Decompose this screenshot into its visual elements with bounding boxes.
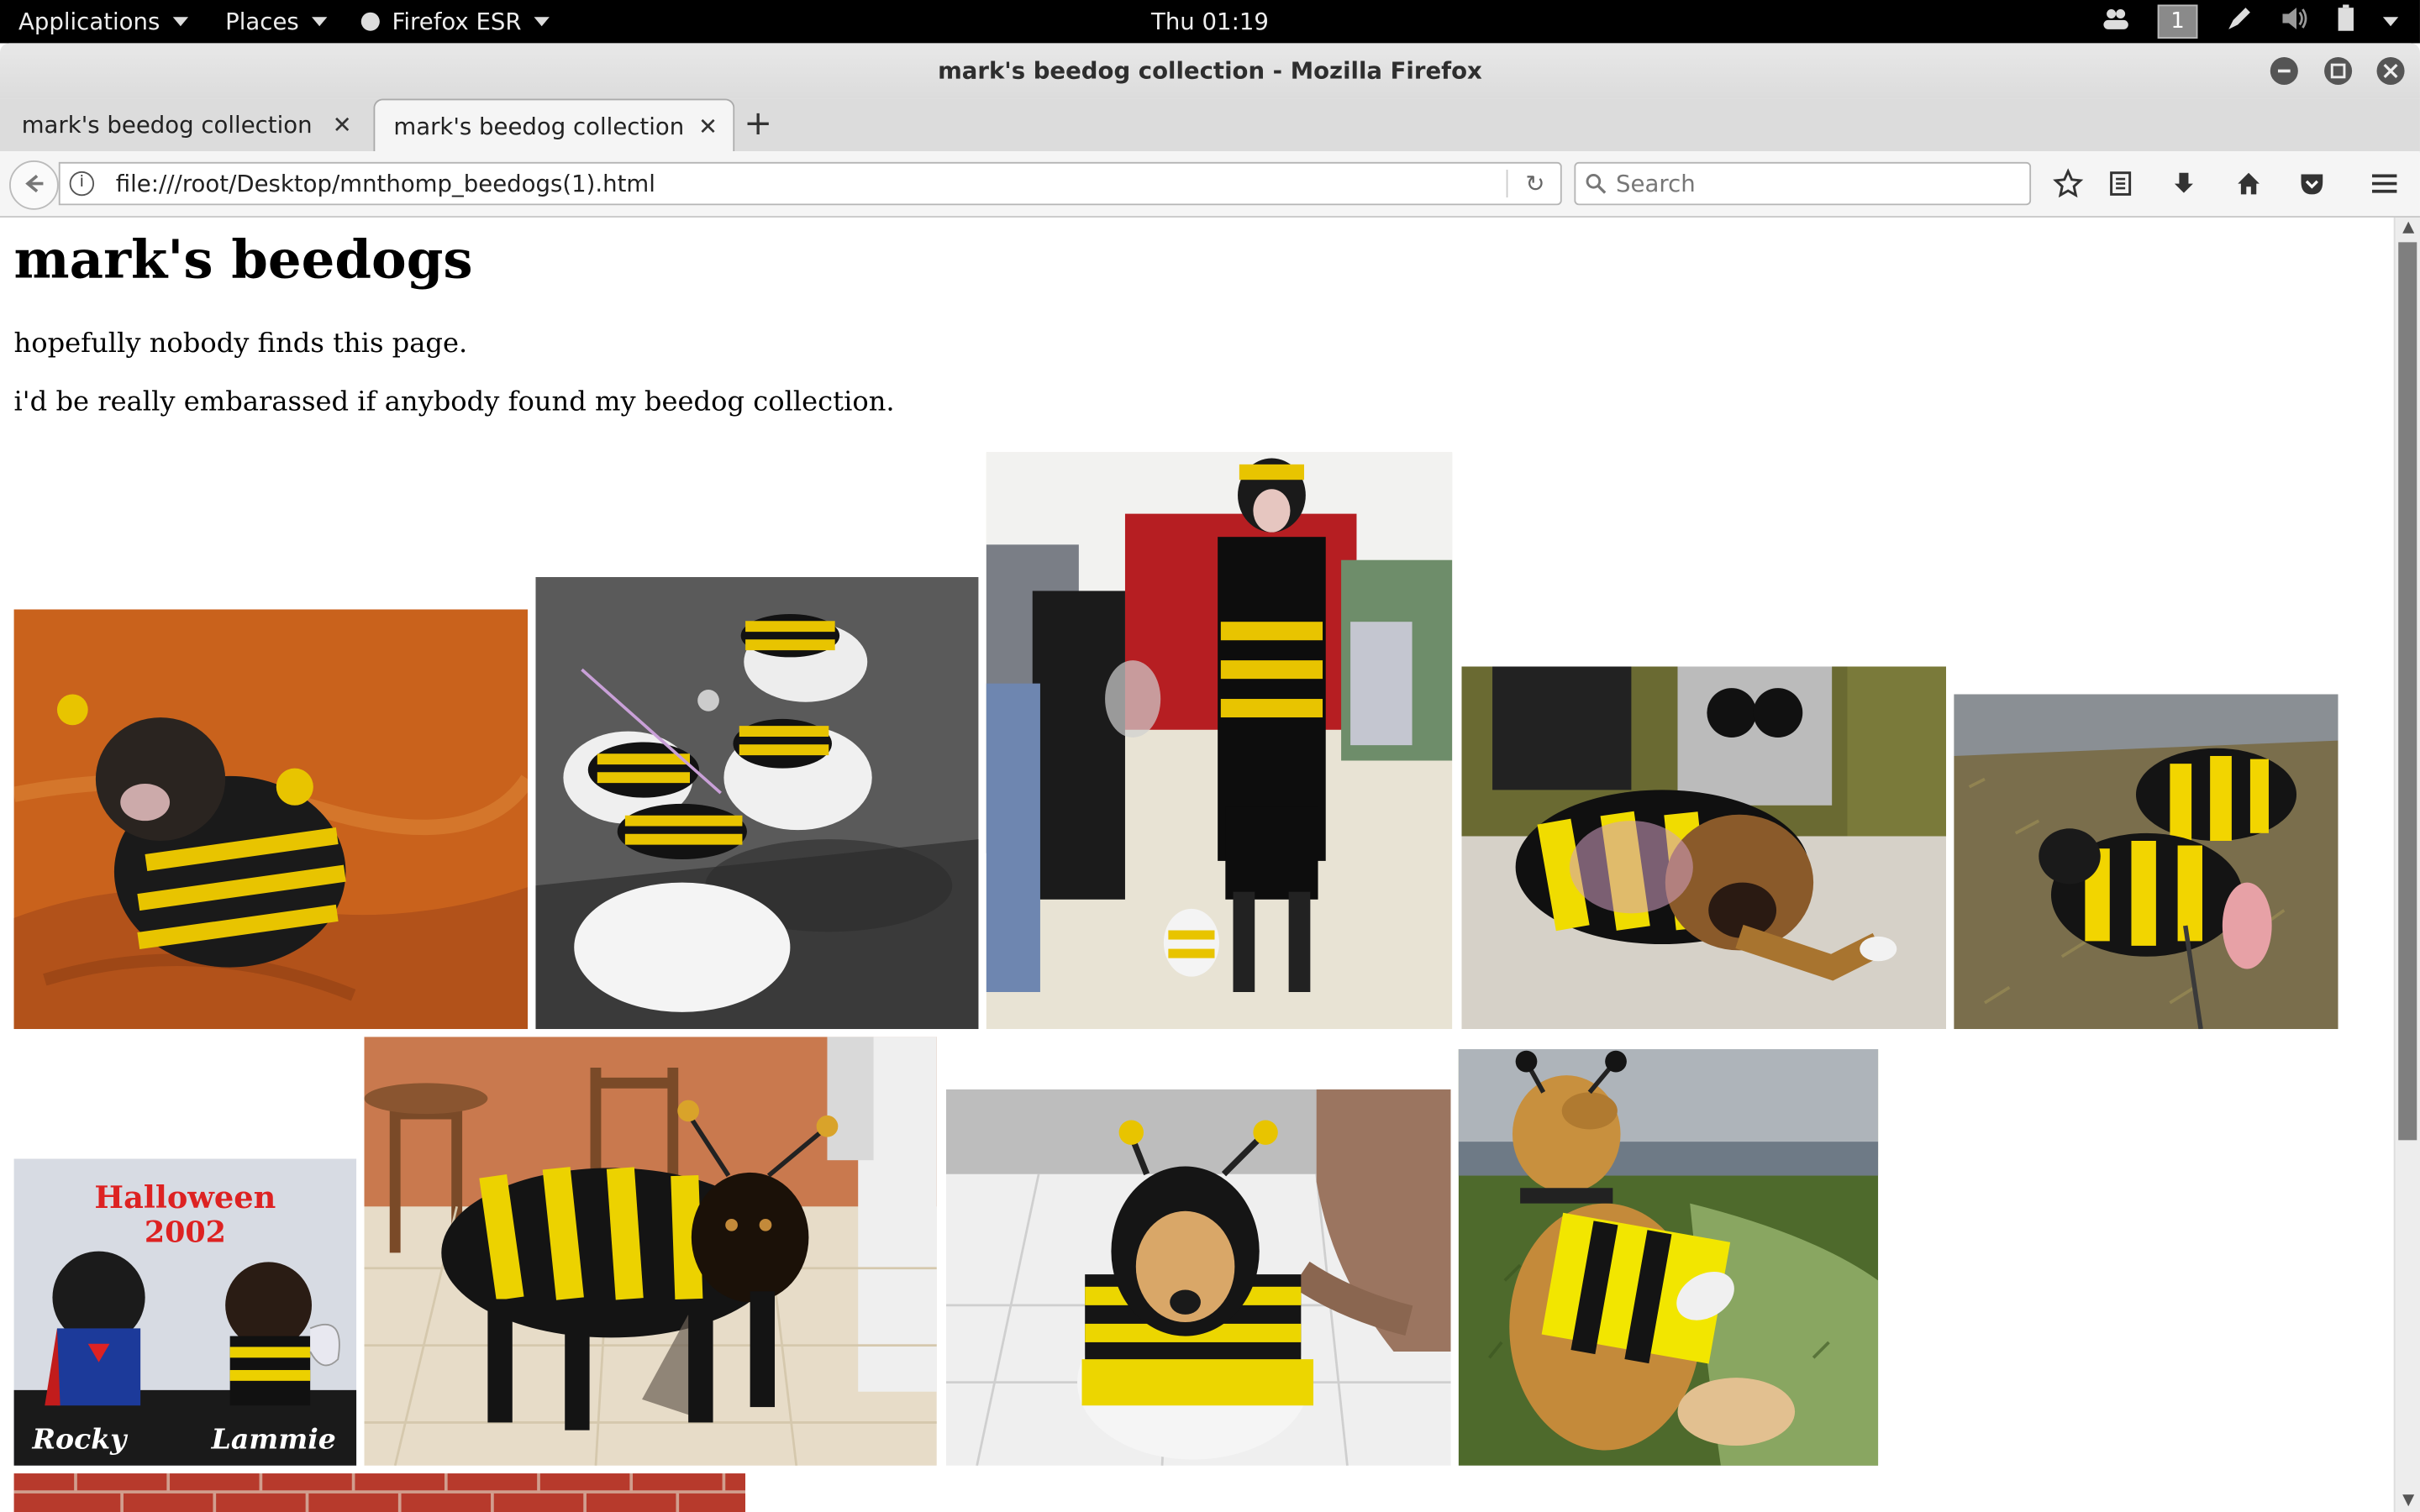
firefox-app-label: Firefox ESR	[392, 8, 522, 36]
applications-menu[interactable]: Applications	[18, 0, 188, 43]
lammie-name-text: Lammie	[211, 1423, 336, 1456]
chevron-down-icon	[534, 17, 550, 27]
close-tab-icon[interactable]: ✕	[332, 111, 352, 139]
close-tab-icon[interactable]: ✕	[697, 113, 718, 141]
chevron-down-icon	[172, 17, 188, 27]
beedog-photo-tile-dog	[945, 1089, 1451, 1466]
year-text: 2002	[145, 1215, 226, 1250]
close-icon	[2383, 63, 2398, 79]
info-icon[interactable]: i	[69, 171, 95, 197]
navigation-toolbar: i file:///root/Desktop/mnthomp_beedogs(1…	[0, 150, 2420, 218]
firefox-small-icon	[360, 12, 380, 31]
beedog-photo-golden	[1458, 1048, 1879, 1466]
vertical-scrollbar[interactable]: ▲ ▼	[2393, 217, 2420, 1512]
hamburger-menu-button[interactable]	[2365, 164, 2405, 204]
search-bar[interactable]	[1574, 161, 2032, 208]
plus-icon: +	[744, 104, 773, 144]
bookmark-star-button[interactable]	[2048, 164, 2088, 204]
minimize-icon	[2277, 69, 2291, 73]
scrollbar-thumb[interactable]	[2398, 242, 2417, 1141]
chevron-down-icon	[2382, 17, 2399, 27]
rocky-name-text: Rocky	[32, 1423, 129, 1456]
beedog-photo-kitchen-dog	[364, 1037, 937, 1466]
star-icon	[2053, 168, 2084, 198]
beedog-photo-grass-dogs	[1954, 694, 2338, 1030]
chevron-down-icon	[311, 17, 327, 27]
window-titlebar[interactable]: mark's beedog collection - Mozilla Firef…	[0, 43, 2420, 99]
pocket-icon	[2301, 174, 2323, 195]
workspace-indicator[interactable]: 1	[2157, 4, 2198, 39]
scroll-down-arrow-icon[interactable]: ▼	[2402, 1492, 2415, 1509]
applications-label: Applications	[18, 8, 160, 36]
url-divider	[1506, 170, 1508, 198]
volume-icon	[2281, 6, 2309, 37]
url-text[interactable]: file:///root/Desktop/mnthomp_beedogs(1).…	[115, 170, 655, 198]
page-content: mark's beedogs hopefully nobody finds th…	[0, 217, 2394, 1512]
maximize-icon	[2330, 63, 2346, 79]
battery-icon	[2337, 4, 2355, 39]
new-tab-button[interactable]: +	[744, 99, 772, 151]
window-title: mark's beedog collection - Mozilla Firef…	[938, 56, 1482, 86]
tab-strip: mark's beedog collection ✕ mark's beedog…	[0, 98, 2420, 153]
tab-label: mark's beedog collection	[393, 113, 685, 141]
intro-paragraph: hopefully nobody finds this page.	[13, 328, 468, 360]
search-icon	[1585, 164, 1607, 208]
clock[interactable]: Thu 01:19	[1151, 8, 1269, 36]
tab-label: mark's beedog collection	[21, 111, 313, 139]
firefox-app-menu[interactable]: Firefox ESR	[360, 0, 550, 43]
system-top-bar: Applications Places Firefox ESR Thu 01:1…	[0, 0, 2420, 44]
arrow-left-icon	[25, 174, 44, 193]
reading-list-button[interactable]	[2101, 164, 2141, 204]
beedog-photo-halloween-card: Halloween 2002 Rocky Lammie	[13, 1158, 357, 1466]
status-area[interactable]: 1	[2102, 0, 2399, 43]
home-icon	[2238, 172, 2260, 195]
beedog-photo-westies	[535, 576, 979, 1030]
downloads-button[interactable]	[2164, 164, 2204, 204]
beedog-photo-boxer	[1461, 666, 1947, 1030]
clipboard-icon	[2110, 171, 2132, 196]
back-button[interactable]	[9, 160, 59, 210]
search-input[interactable]	[1612, 165, 2027, 202]
home-button[interactable]	[2228, 164, 2269, 204]
places-menu[interactable]: Places	[225, 0, 327, 43]
people-icon	[2102, 6, 2130, 37]
pen-icon	[2226, 5, 2254, 39]
beedog-photo-pug	[13, 609, 529, 1030]
tab-1[interactable]: mark's beedog collection ✕	[3, 99, 367, 151]
beedog-photo-brick-partial	[13, 1473, 746, 1512]
pocket-button[interactable]	[2291, 164, 2332, 204]
places-label: Places	[225, 8, 299, 36]
halloween-text: Halloween	[94, 1179, 276, 1215]
tab-2[interactable]: mark's beedog collection ✕	[373, 98, 735, 153]
close-window-button[interactable]	[2376, 56, 2405, 86]
scroll-up-arrow-icon[interactable]: ▲	[2402, 218, 2415, 237]
url-bar[interactable]: i file:///root/Desktop/mnthomp_beedogs(1…	[58, 161, 1562, 206]
beedog-photo-person-store	[986, 452, 1453, 1030]
maximize-button[interactable]	[2324, 56, 2353, 86]
minimize-button[interactable]	[2270, 56, 2298, 86]
embarrassed-paragraph: i'd be really embarassed if anybody foun…	[13, 387, 895, 418]
reload-icon[interactable]: ↻	[1525, 170, 1545, 198]
hamburger-menu-icon	[2372, 174, 2397, 193]
page-heading: mark's beedogs	[13, 229, 473, 292]
download-arrow-icon	[2174, 172, 2193, 193]
